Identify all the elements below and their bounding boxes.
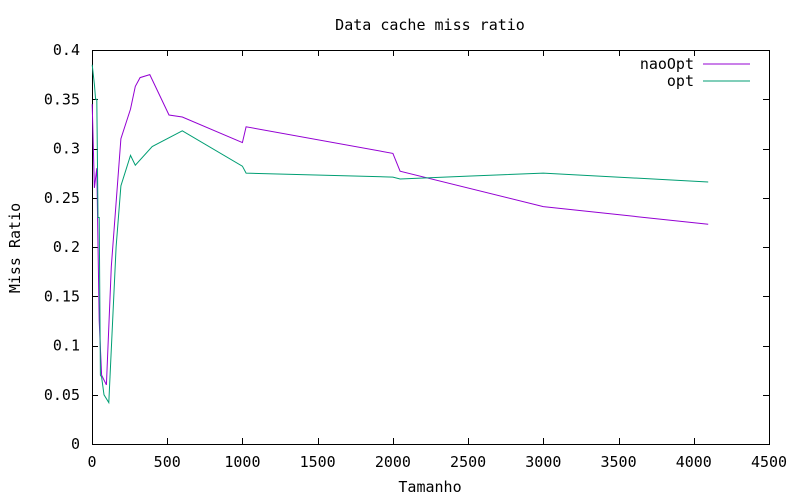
axis-ticks <box>92 50 770 445</box>
x-tick-label: 500 <box>154 453 181 471</box>
legend-label-opt: opt <box>667 72 694 90</box>
x-axis-label: Tamanho <box>398 478 461 496</box>
y-tick-label: 0 <box>71 435 80 453</box>
x-tick-label: 4000 <box>676 453 712 471</box>
x-tick-label: 3500 <box>600 453 636 471</box>
x-tick-label: 1500 <box>300 453 336 471</box>
series-group <box>91 64 709 405</box>
y-tick-label: 0.05 <box>44 386 80 404</box>
series-line-opt <box>91 64 709 405</box>
y-tick-label: 0.3 <box>53 140 80 158</box>
y-tick-label: 0.25 <box>44 189 80 207</box>
y-tick-label: 0.4 <box>53 41 80 59</box>
chart-title: Data cache miss ratio <box>335 16 525 34</box>
y-tick-label: 0.1 <box>53 337 80 355</box>
y-tick-label: 0.15 <box>44 287 80 305</box>
x-tick-label: 0 <box>87 453 96 471</box>
x-tick-label: 3000 <box>525 453 561 471</box>
legend-label-naoOpt: naoOpt <box>640 55 694 73</box>
y-axis-label: Miss Ratio <box>6 203 24 293</box>
tick-labels: 0 500 1000 1500 2000 2500 3000 3500 4000 4500 0 0.0… <box>44 41 787 471</box>
x-tick-label: 2000 <box>375 453 411 471</box>
y-tick-label: 0.2 <box>53 238 80 256</box>
x-tick-label: 2500 <box>450 453 486 471</box>
y-tick-label: 0.35 <box>44 90 80 108</box>
x-tick-label: 1000 <box>224 453 260 471</box>
x-tick-label: 4500 <box>751 453 787 471</box>
